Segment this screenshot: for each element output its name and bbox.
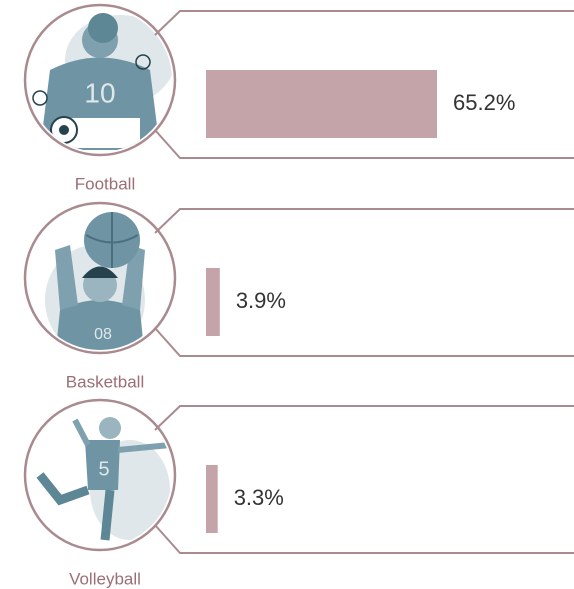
football-illustration: 10: [33, 13, 175, 150]
bracket-bottom: [155, 525, 574, 553]
category-label: Basketball: [66, 372, 144, 391]
bar: [206, 268, 220, 336]
chart: 10 08 5 65.2% Football 3.9% Basketball 3.3% V…: [0, 0, 574, 589]
volleyball-illustration: 5: [40, 417, 170, 540]
bracket-top: [155, 11, 574, 35]
category-label: Football: [75, 174, 135, 193]
svg-text:5: 5: [98, 458, 109, 480]
bar: [206, 465, 218, 533]
value-label: 3.3%: [234, 485, 284, 510]
bracket-top: [155, 406, 574, 430]
basketball-illustration: 08: [45, 212, 145, 360]
value-label: 65.2%: [453, 90, 515, 115]
bracket-top: [155, 209, 574, 233]
svg-text:08: 08: [94, 326, 112, 343]
bar: [206, 70, 437, 138]
category-label: Volleyball: [69, 569, 141, 588]
value-label: 3.9%: [236, 288, 286, 313]
svg-text:10: 10: [84, 77, 115, 108]
